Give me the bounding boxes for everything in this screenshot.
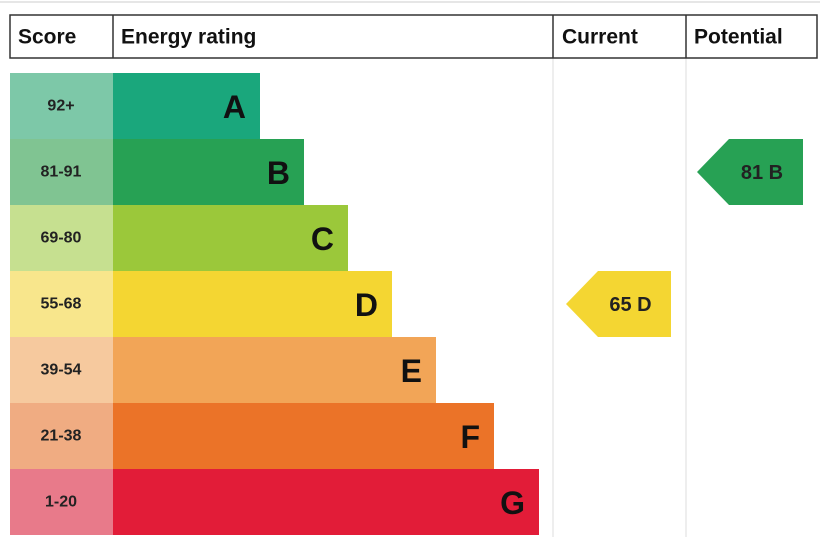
header-score: Score: [18, 26, 76, 49]
current-arrow: [566, 271, 671, 337]
score-range: 21-38: [41, 428, 82, 445]
score-cell: [10, 73, 113, 139]
rating-letter: D: [355, 287, 378, 323]
potential-score: 81: [741, 162, 763, 184]
rating-bar: [113, 73, 260, 139]
score-cell: [10, 337, 113, 403]
score-range: 39-54: [41, 362, 82, 379]
score-range: 69-80: [41, 230, 82, 247]
rating-letter: F: [460, 419, 480, 455]
score-range: 55-68: [41, 296, 82, 313]
rating-bar: [113, 337, 436, 403]
score-cell: [10, 469, 113, 535]
score-range: 92+: [47, 98, 74, 115]
score-range: 81-91: [41, 164, 82, 181]
rating-letter: G: [500, 485, 525, 521]
header-potential: Potential: [694, 26, 783, 49]
rating-bar: [113, 271, 392, 337]
header-energy-rating: Energy rating: [121, 26, 256, 49]
rating-bar: [113, 205, 348, 271]
score-cell: [10, 139, 113, 205]
potential-letter: B: [769, 162, 783, 184]
rating-bar: [113, 403, 494, 469]
rating-bar: [113, 469, 539, 535]
potential-arrow: [697, 139, 803, 205]
score-cell: [10, 205, 113, 271]
current-score: 65: [609, 294, 631, 316]
rating-bar: [113, 139, 304, 205]
score-cell: [10, 271, 113, 337]
potential-label: 81 B: [741, 162, 783, 184]
score-cell: [10, 403, 113, 469]
current-label: 65 D: [609, 294, 651, 316]
rating-letter: A: [223, 89, 246, 125]
rating-letter: C: [311, 221, 334, 257]
score-range: 1-20: [45, 494, 77, 511]
current-letter: D: [637, 294, 651, 316]
rating-letter: B: [267, 155, 290, 191]
rating-letter: E: [401, 353, 422, 389]
header-current: Current: [562, 26, 638, 49]
header-box: [9, 14, 818, 59]
